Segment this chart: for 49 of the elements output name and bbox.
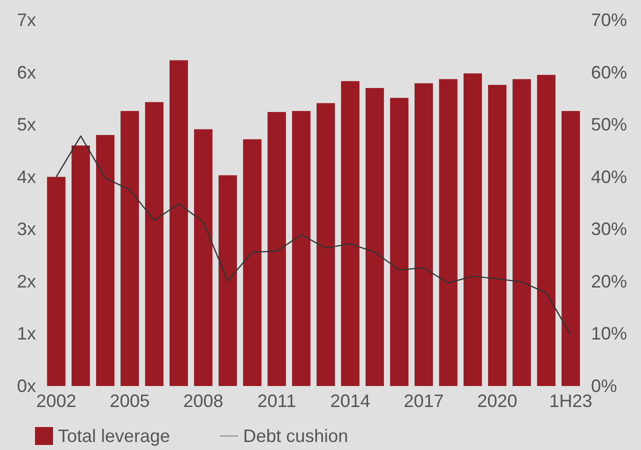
x-tick-label: 2011 xyxy=(257,391,296,411)
y2-tick-label: 10% xyxy=(591,324,628,344)
line-series xyxy=(56,135,572,336)
bar xyxy=(537,74,556,386)
y-tick-label: 2x xyxy=(16,271,36,292)
y-tick-label: 6x xyxy=(16,62,36,82)
bar xyxy=(390,98,408,386)
y-tick-label: 7x xyxy=(16,10,36,30)
x-tick-label: 2008 xyxy=(183,391,224,411)
legend-label: Total leverage xyxy=(58,426,170,446)
x-tick-label: 2014 xyxy=(330,391,370,411)
bar xyxy=(439,79,458,386)
bar xyxy=(488,84,506,386)
x-tick-label: 1H23 xyxy=(549,391,592,411)
y-tick-label: 0x xyxy=(16,376,36,396)
bar xyxy=(218,175,237,386)
bar xyxy=(366,88,384,386)
legend-label: Debt cushion xyxy=(243,426,348,446)
bar xyxy=(512,79,531,386)
y2-tick-label: 30% xyxy=(591,219,628,240)
x-tick-label: 2020 xyxy=(477,391,518,411)
y2-tick-label: 40% xyxy=(591,166,628,187)
bar xyxy=(96,135,114,386)
y-tick-label: 5x xyxy=(16,114,36,135)
bar xyxy=(562,110,580,386)
bar xyxy=(292,110,310,386)
bar xyxy=(414,83,433,386)
y-tick-label: 4x xyxy=(16,166,36,187)
bar xyxy=(145,102,164,386)
bar xyxy=(72,145,90,386)
bar xyxy=(341,81,360,386)
y-tick-label: 1x xyxy=(16,324,36,344)
y2-tick-label: 20% xyxy=(591,271,628,292)
y2-tick-label: 0% xyxy=(591,376,618,396)
x-tick-label: 2017 xyxy=(404,391,444,411)
y-tick-label: 3x xyxy=(16,219,36,240)
x-tick-label: 2002 xyxy=(36,391,76,411)
bar xyxy=(268,112,286,386)
x-tick-label: 2005 xyxy=(110,391,150,411)
bar xyxy=(464,73,482,386)
bar xyxy=(170,60,188,386)
y2-tick-label: 50% xyxy=(591,114,628,135)
bar xyxy=(47,176,66,386)
bar xyxy=(194,129,212,386)
bar xyxy=(120,110,139,386)
y2-tick-label: 60% xyxy=(591,62,628,82)
bar xyxy=(316,103,335,386)
y2-tick-label: 70% xyxy=(591,10,628,30)
bar xyxy=(243,139,262,386)
